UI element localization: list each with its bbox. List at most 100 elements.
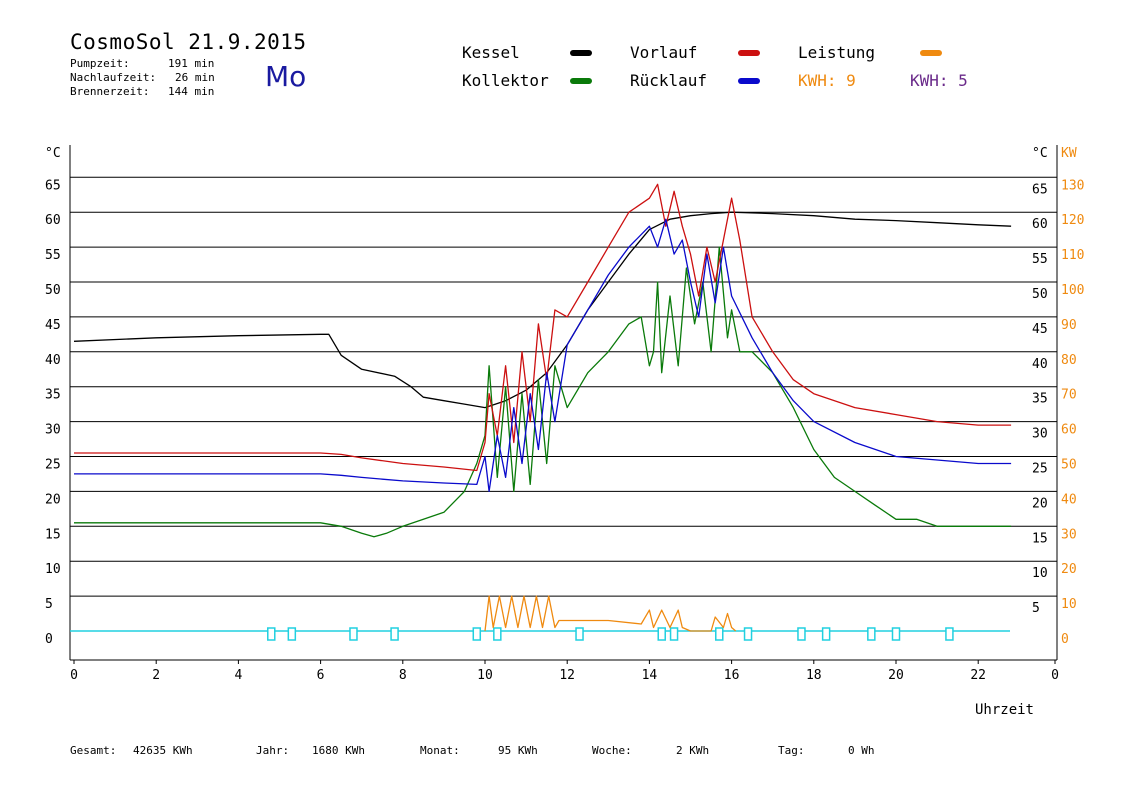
y-tick-left: 25 xyxy=(45,458,61,473)
nachlaufzeit-value: 26 min xyxy=(175,71,215,84)
y-tick-right-temp: 40 xyxy=(1032,357,1048,372)
y-tick-left: 65 xyxy=(45,178,61,193)
footer-gesamt-value: 42635 KWh xyxy=(133,744,193,757)
footer-monat-label: Monat: xyxy=(420,744,460,757)
y-tick-left: 40 xyxy=(45,353,61,368)
legend-leistung-swatch xyxy=(920,50,942,56)
y-tick-right-temp: 5 xyxy=(1032,601,1040,616)
legend-vorlauf-label: Vorlauf xyxy=(630,43,698,62)
y-tick-left: 45 xyxy=(45,318,61,333)
footer-jahr-label: Jahr: xyxy=(256,744,290,757)
pump-marker xyxy=(797,627,806,641)
y-axis-label-right: °C xyxy=(1032,146,1048,161)
y-tick-right-power: 20 xyxy=(1061,562,1077,577)
y-tick-left: 5 xyxy=(45,597,53,612)
footer-gesamt-label: Gesamt: xyxy=(70,744,117,757)
x-tick-label: 0 xyxy=(1051,668,1059,683)
y-tick-right-temp: 20 xyxy=(1032,496,1048,511)
y-tick-right-power: 70 xyxy=(1061,388,1077,403)
y-tick-left: 0 xyxy=(45,632,53,647)
pump-marker xyxy=(669,627,679,641)
x-tick-label: 8 xyxy=(399,668,407,683)
y-tick-right-temp: 65 xyxy=(1032,182,1048,197)
x-axis-label: Uhrzeit xyxy=(975,702,1034,718)
x-tick-label: 22 xyxy=(970,668,986,683)
y-tick-right-temp: 50 xyxy=(1032,287,1048,302)
y-tick-right-power: 100 xyxy=(1061,283,1084,298)
pump-marker xyxy=(493,627,502,641)
y-tick-right-power: 60 xyxy=(1061,423,1077,438)
pump-marker xyxy=(267,627,276,641)
pump-marker xyxy=(743,627,753,641)
legend-kwh2: KWH: 5 xyxy=(910,71,968,90)
y-tick-left: 30 xyxy=(45,423,61,438)
legend-kollektor-label: Kollektor xyxy=(462,71,549,90)
pumpzeit-label: Pumpzeit: xyxy=(70,57,130,70)
x-tick-label: 2 xyxy=(152,668,160,683)
pump-marker xyxy=(945,627,954,641)
pump-marker xyxy=(657,627,666,641)
y-tick-left: 50 xyxy=(45,283,61,298)
y-tick-right-power: 120 xyxy=(1061,213,1084,228)
series-kollektor xyxy=(74,246,1012,538)
y-tick-left: 15 xyxy=(45,527,61,542)
pump-marker xyxy=(821,627,831,641)
pump-marker xyxy=(390,627,399,641)
x-tick-label: 20 xyxy=(888,668,904,683)
x-tick-label: 16 xyxy=(724,668,740,683)
y-tick-right-temp: 55 xyxy=(1032,252,1048,267)
y-tick-left: 55 xyxy=(45,248,61,263)
y-tick-right-temp: 35 xyxy=(1032,392,1048,407)
x-tick-label: 14 xyxy=(642,668,658,683)
y-tick-right-power: 80 xyxy=(1061,353,1077,368)
y-tick-right-temp: 10 xyxy=(1032,566,1048,581)
series-kessel xyxy=(73,211,1012,409)
y-tick-right-power: 50 xyxy=(1061,458,1077,473)
footer-tag-value: 0 Wh xyxy=(848,744,875,757)
pump-marker xyxy=(715,627,724,641)
x-tick-label: 0 xyxy=(70,668,78,683)
footer-jahr-value: 1680 KWh xyxy=(312,744,365,757)
pumpzeit-value: 191 min xyxy=(168,57,215,70)
y-tick-right-power: 90 xyxy=(1061,318,1077,333)
pump-marker xyxy=(867,627,876,641)
y-tick-right-temp: 60 xyxy=(1032,217,1048,232)
y-tick-left: 10 xyxy=(45,562,61,577)
brennerzeit-label: Brennerzeit: xyxy=(70,85,150,98)
series-leistung xyxy=(484,595,737,632)
legend-vorlauf-swatch xyxy=(738,50,760,56)
footer-monat-value: 95 KWh xyxy=(498,744,538,757)
pump-marker xyxy=(287,627,297,641)
y-tick-right-power: 40 xyxy=(1061,492,1077,507)
footer-woche-value: 2 KWh xyxy=(676,744,710,757)
weekday-label: Mo xyxy=(265,60,307,93)
y-tick-right-temp: 25 xyxy=(1032,462,1048,477)
y-tick-right-power: 0 xyxy=(1061,632,1069,647)
pump-marker xyxy=(575,627,584,641)
x-tick-label: 18 xyxy=(806,668,822,683)
y-tick-right-power: 110 xyxy=(1061,248,1084,263)
legend-leistung-label: Leistung xyxy=(798,43,876,62)
legend-kwh1: KWH: 9 xyxy=(798,71,856,90)
nachlaufzeit-label: Nachlaufzeit: xyxy=(70,71,157,84)
series-rcklauf xyxy=(74,218,1012,493)
y-tick-right-temp: 15 xyxy=(1032,531,1048,546)
pump-marker xyxy=(472,627,482,641)
y-tick-right-temp: 45 xyxy=(1032,322,1048,337)
y-axis-label-power: KW xyxy=(1061,146,1077,161)
series-vorlauf xyxy=(74,183,1012,472)
x-tick-label: 6 xyxy=(317,668,325,683)
legend-kollektor-swatch xyxy=(570,78,592,84)
pump-marker xyxy=(891,627,901,641)
page-title: CosmoSol 21.9.2015 xyxy=(70,30,307,54)
y-axis-label-left: °C xyxy=(45,146,61,161)
brennerzeit-value: 144 min xyxy=(168,85,215,98)
y-tick-right-temp: 30 xyxy=(1032,427,1048,442)
footer-tag-label: Tag: xyxy=(778,744,805,757)
y-tick-left: 20 xyxy=(45,492,61,507)
legend-ruecklauf-swatch xyxy=(738,78,760,84)
y-tick-left: 35 xyxy=(45,388,61,403)
legend-kessel-swatch xyxy=(570,50,592,56)
footer-woche-label: Woche: xyxy=(592,744,632,757)
